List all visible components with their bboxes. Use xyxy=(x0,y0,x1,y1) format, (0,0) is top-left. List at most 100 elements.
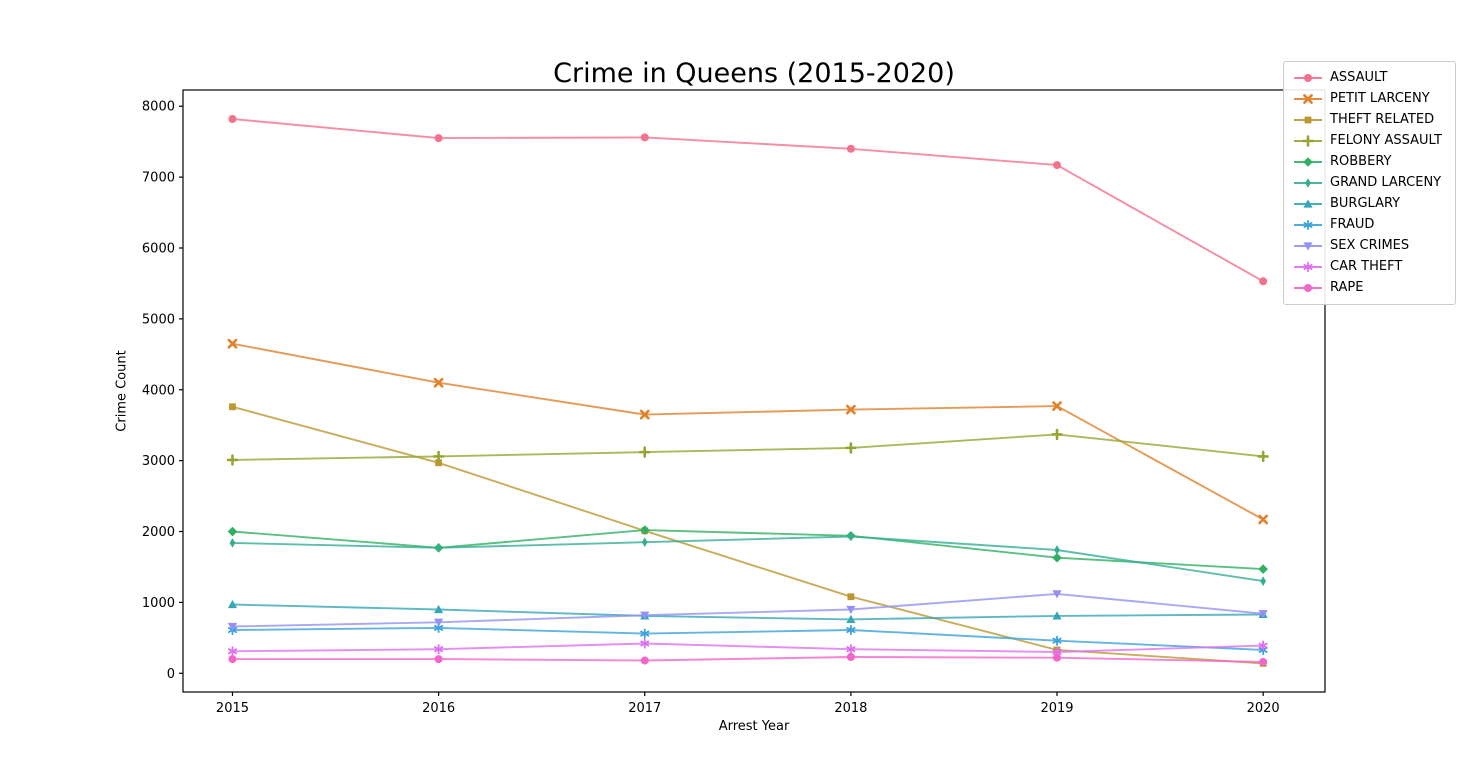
legend-label: THEFT RELATED xyxy=(1330,112,1435,127)
data-point-thin-diamond xyxy=(1305,177,1311,188)
x-axis-label: Arrest Year xyxy=(718,719,790,734)
legend-item-assault: ASSAULT xyxy=(1284,67,1455,88)
data-point-circle xyxy=(640,656,649,665)
data-point-star xyxy=(1303,219,1313,230)
data-point-square xyxy=(847,593,855,601)
legend-item-burglary: BURGLARY xyxy=(1284,193,1455,214)
data-point-star xyxy=(1052,635,1062,646)
data-point-triangle-up xyxy=(1303,198,1313,208)
data-point-triangle-down xyxy=(640,611,650,620)
data-point-circle xyxy=(1259,277,1268,286)
legend-item-robbery: ROBBERY xyxy=(1284,151,1455,172)
data-point-circle xyxy=(1304,283,1312,292)
legend-marker-thin-diamond-icon xyxy=(1294,177,1322,188)
legend-marker-square-icon xyxy=(1294,116,1322,123)
series-line-fraud xyxy=(232,626,1264,651)
data-point-thin-diamond xyxy=(1260,576,1267,586)
series-line-grand-larceny xyxy=(232,535,1264,583)
y-tick-label: 7000 xyxy=(142,171,175,186)
data-point-triangle-up xyxy=(227,599,238,609)
y-tick-label: 4000 xyxy=(142,383,175,398)
data-point-triangle-down xyxy=(434,618,444,627)
data-point-circle xyxy=(1259,657,1268,666)
data-point-diamond xyxy=(1052,552,1062,563)
legend-marker-star-icon xyxy=(1294,261,1322,272)
data-point-thin-diamond xyxy=(641,537,648,547)
series-line-petit-larceny xyxy=(232,342,1264,521)
legend-marker-plus-icon xyxy=(1294,134,1322,147)
data-point-triangle-up xyxy=(1052,611,1062,620)
y-tick-label: 3000 xyxy=(142,454,175,469)
data-point-circle xyxy=(434,655,443,664)
y-tick-label: 2000 xyxy=(142,525,175,540)
data-point-circle xyxy=(1053,161,1062,170)
data-point-square xyxy=(435,459,443,467)
legend: ASSAULT PETIT LARCENY THEFT RELATED FELONY … xyxy=(1283,61,1456,305)
legend-marker-circle-icon xyxy=(1294,73,1322,82)
data-point-star xyxy=(434,644,444,655)
x-tick-label: 2018 xyxy=(834,701,867,716)
data-point-star xyxy=(1303,261,1313,272)
data-point-circle xyxy=(846,652,855,661)
legend-item-grand-larceny: GRAND LARCENY xyxy=(1284,172,1455,193)
data-point-triangle-down xyxy=(227,622,238,632)
data-point-plus xyxy=(639,446,651,458)
legend-label: CAR THEFT xyxy=(1330,259,1403,274)
data-point-x xyxy=(639,409,650,420)
chart-title: Crime in Queens (2015-2020) xyxy=(553,58,955,89)
y-tick-label: 1000 xyxy=(142,596,175,611)
legend-marker-star-icon xyxy=(1294,219,1322,230)
legend-marker-diamond-icon xyxy=(1294,156,1322,167)
data-point-circle xyxy=(1053,653,1062,662)
data-point-diamond xyxy=(1258,564,1268,574)
x-tick-label: 2020 xyxy=(1247,701,1280,716)
data-point-x xyxy=(433,377,444,388)
data-point-circle xyxy=(434,134,443,143)
series-line-rape xyxy=(232,656,1264,663)
legend-label: PETIT LARCENY xyxy=(1330,91,1430,106)
legend-marker-triangle-down-icon xyxy=(1294,241,1322,251)
data-point-square xyxy=(229,403,236,411)
x-tick-label: 2019 xyxy=(1040,701,1073,716)
data-point-diamond xyxy=(227,526,238,537)
legend-item-sex-crimes: SEX CRIMES xyxy=(1284,235,1455,256)
legend-label: FELONY ASSAULT xyxy=(1330,133,1442,148)
series-line-felony-assault xyxy=(232,433,1264,461)
data-point-thin-diamond xyxy=(435,543,442,553)
data-point-plus xyxy=(845,442,857,454)
data-point-triangle-down xyxy=(1052,590,1062,599)
legend-label: ROBBERY xyxy=(1330,154,1392,169)
data-point-plus xyxy=(1051,428,1063,441)
data-point-thin-diamond xyxy=(229,538,236,548)
data-point-thin-diamond xyxy=(1054,545,1060,555)
legend-item-felony-assault: FELONY ASSAULT xyxy=(1284,130,1455,151)
data-point-x xyxy=(1258,514,1269,525)
legend-label: FRAUD xyxy=(1330,217,1375,232)
data-point-triangle-down xyxy=(1303,241,1313,251)
y-tick-label: 6000 xyxy=(142,241,175,256)
data-point-thin-diamond xyxy=(847,531,854,542)
data-point-triangle-up xyxy=(846,614,856,624)
data-point-x xyxy=(227,338,238,349)
legend-item-rape: RAPE xyxy=(1284,277,1455,298)
y-tick-label: 8000 xyxy=(142,100,175,115)
series-line-theft-related xyxy=(232,405,1264,665)
data-point-star xyxy=(846,624,856,636)
data-point-x xyxy=(1052,401,1062,411)
data-point-circle xyxy=(228,655,237,664)
data-point-plus xyxy=(432,450,445,463)
data-point-circle xyxy=(1304,73,1312,82)
data-point-plus xyxy=(1257,450,1269,463)
legend-label: SEX CRIMES xyxy=(1330,238,1410,253)
data-point-star xyxy=(227,646,238,657)
legend-label: BURGLARY xyxy=(1330,196,1401,211)
series-line-robbery xyxy=(232,529,1264,571)
legend-label: ASSAULT xyxy=(1330,70,1388,85)
legend-item-petit-larceny: PETIT LARCENY xyxy=(1284,88,1455,109)
data-point-star xyxy=(846,644,856,655)
data-point-star xyxy=(640,638,650,649)
data-point-triangle-down xyxy=(1258,610,1268,619)
x-tick-label: 2017 xyxy=(628,701,661,716)
